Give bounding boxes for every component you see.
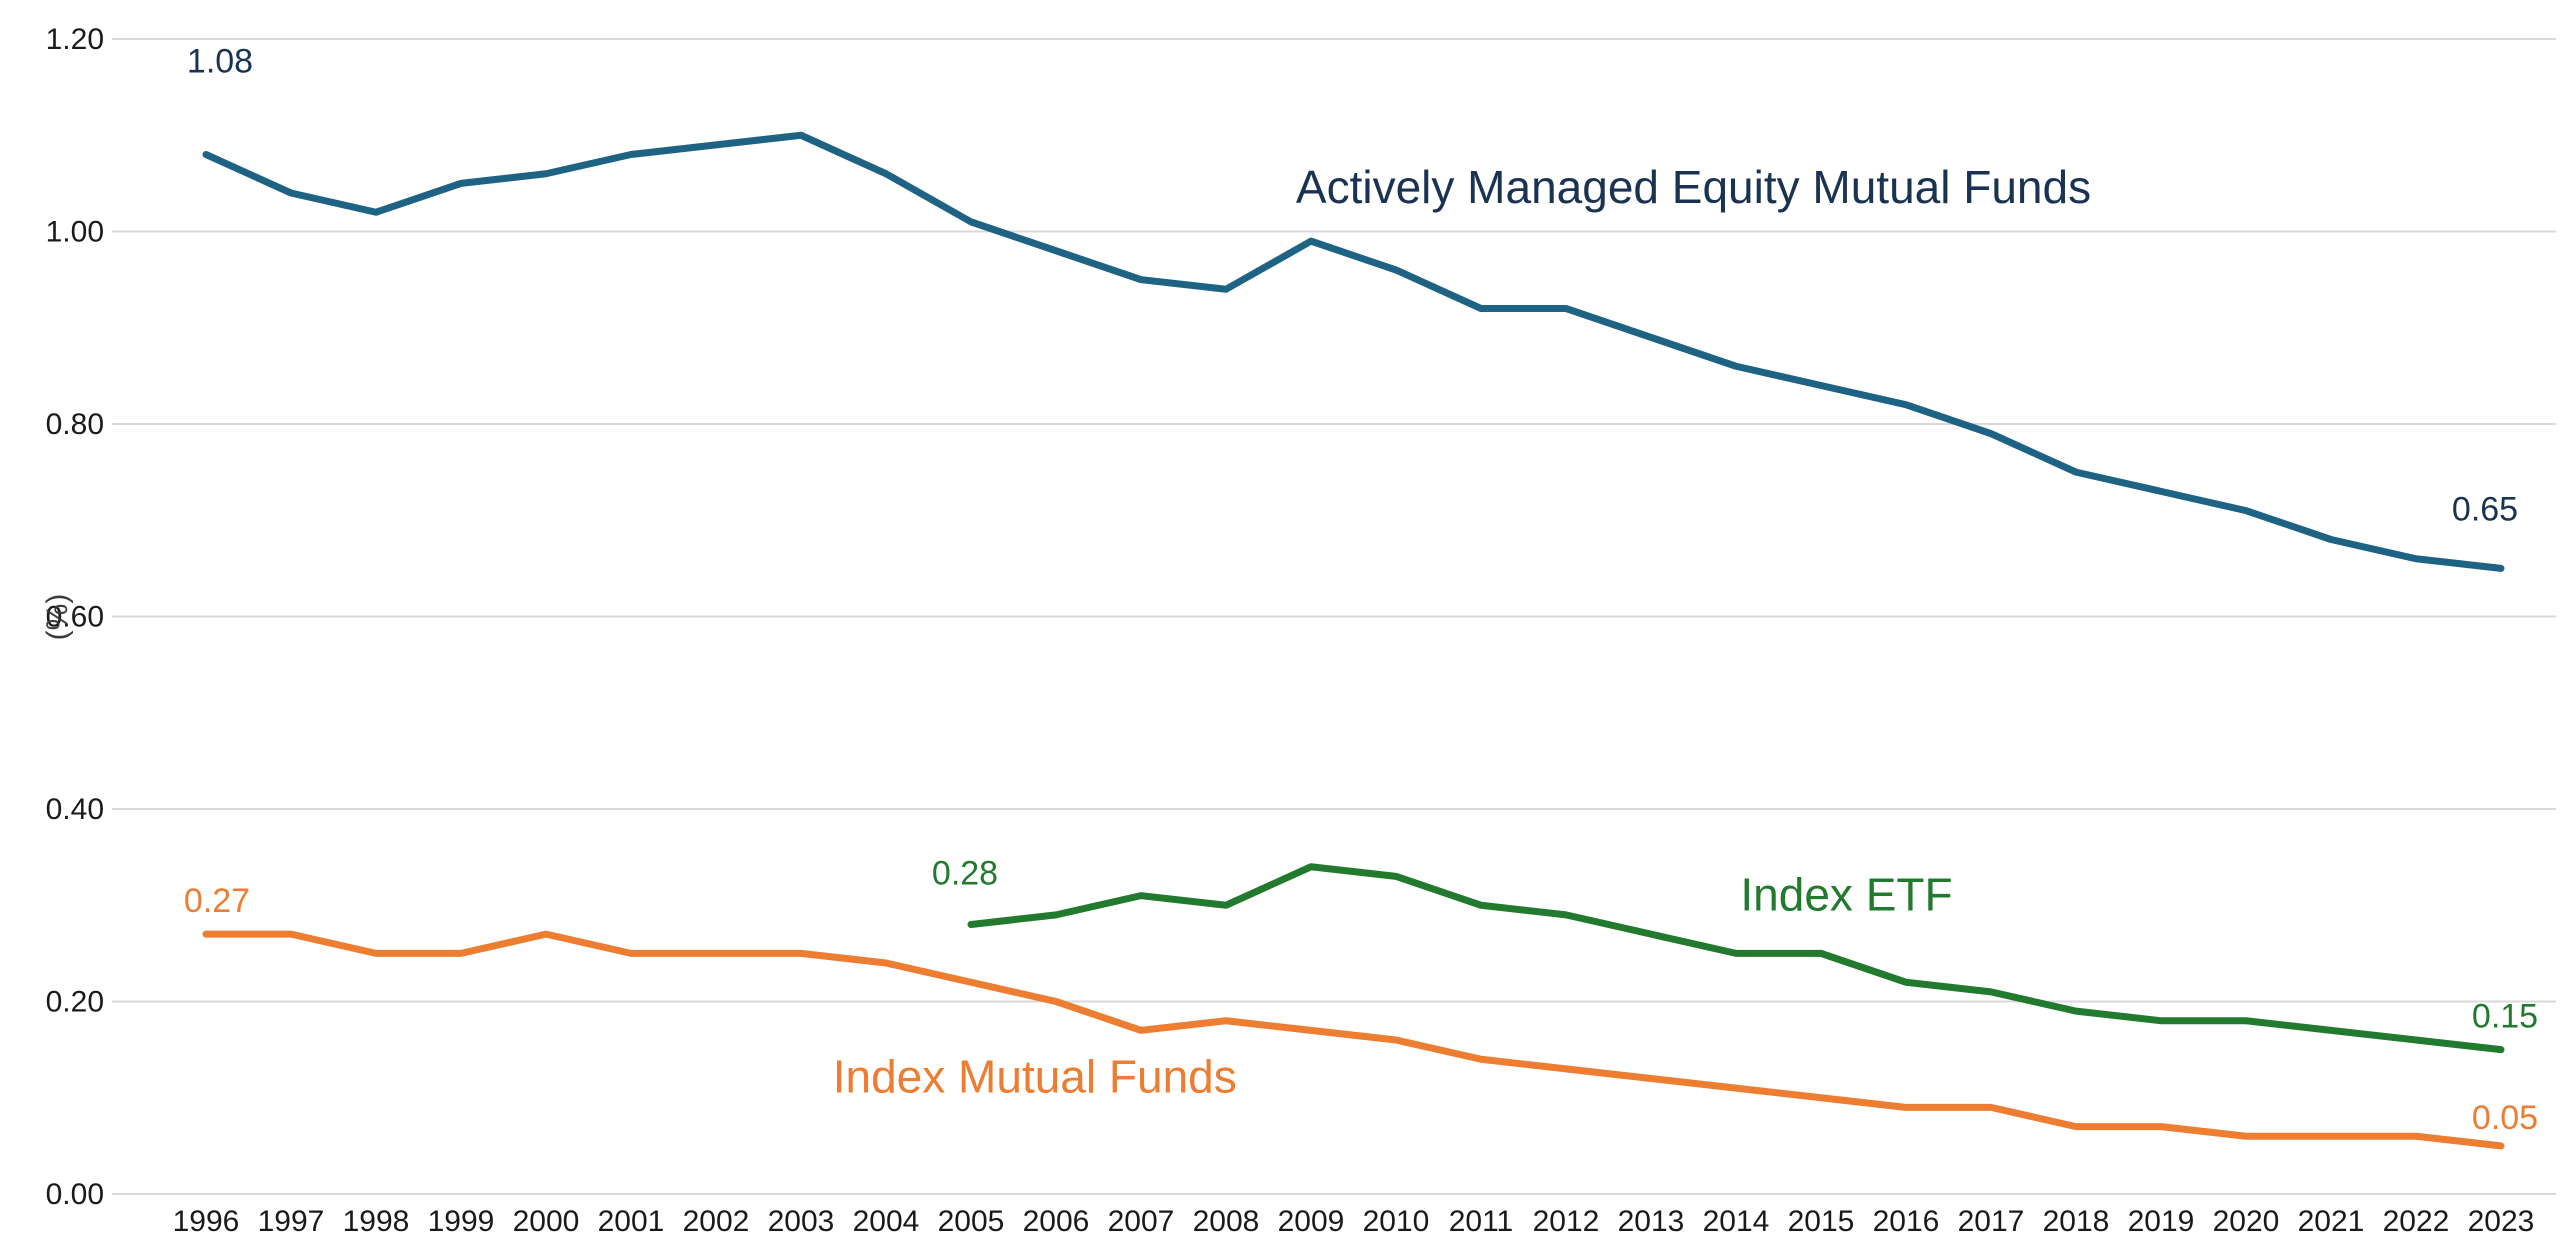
series-label: Index ETF (1740, 869, 1952, 921)
data-point-annotation: 0.15 (2472, 998, 2538, 1036)
x-tick-label: 2019 (2128, 1205, 2195, 1238)
x-tick-label: 2009 (1278, 1205, 1345, 1238)
y-tick-label: 0.60 (46, 601, 104, 634)
series-line (202, 131, 2505, 572)
series-line (202, 930, 2505, 1150)
x-tick-label: 2021 (2298, 1205, 2365, 1238)
x-tick-label: 2010 (1363, 1205, 1430, 1238)
x-tick-label: 2000 (513, 1205, 580, 1238)
data-point-annotation: 0.05 (2472, 1099, 2538, 1137)
data-point-annotation: 0.27 (184, 882, 250, 920)
x-tick-label: 2017 (1958, 1205, 2025, 1238)
x-tick-label: 2006 (1023, 1205, 1090, 1238)
x-tick-label: 2008 (1193, 1205, 1260, 1238)
x-tick-label: 1998 (343, 1205, 410, 1238)
data-point-annotation: 0.28 (932, 855, 998, 893)
data-point-annotation: 1.08 (187, 43, 253, 81)
y-tick-label: 0.00 (46, 1178, 104, 1211)
x-tick-label: 2004 (853, 1205, 920, 1238)
x-tick-label: 1996 (173, 1205, 240, 1238)
x-tick-label: 2012 (1533, 1205, 1600, 1238)
series-label: Index Mutual Funds (833, 1051, 1237, 1103)
y-tick-label: 0.80 (46, 408, 104, 441)
series-label: Actively Managed Equity Mutual Funds (1296, 161, 2091, 213)
x-tick-label: 2022 (2383, 1205, 2450, 1238)
x-tick-label: 2013 (1618, 1205, 1685, 1238)
y-tick-label: 1.20 (46, 23, 104, 56)
series-line (967, 863, 2505, 1054)
x-tick-label: 2002 (683, 1205, 750, 1238)
x-tick-label: 2011 (1449, 1205, 1514, 1238)
x-tick-label: 2018 (2043, 1205, 2110, 1238)
y-tick-label: 1.00 (46, 216, 104, 249)
x-tick-label: 2005 (938, 1205, 1005, 1238)
y-axis-unit-label: (%) (41, 593, 74, 641)
x-tick-label: 2014 (1703, 1205, 1770, 1238)
y-tick-label: 0.20 (46, 986, 104, 1019)
x-tick-label: 1999 (428, 1205, 495, 1238)
x-tick-label: 1997 (258, 1205, 325, 1238)
x-tick-label: 2007 (1108, 1205, 1175, 1238)
x-tick-label: 2023 (2468, 1205, 2535, 1238)
x-tick-label: 2015 (1788, 1205, 1855, 1238)
x-tick-label: 2003 (768, 1205, 835, 1238)
x-tick-label: 2020 (2213, 1205, 2280, 1238)
data-point-annotation: 0.65 (2452, 490, 2518, 528)
x-tick-label: 2016 (1873, 1205, 1940, 1238)
y-tick-label: 0.40 (46, 793, 104, 826)
x-tick-label: 2001 (598, 1205, 665, 1238)
